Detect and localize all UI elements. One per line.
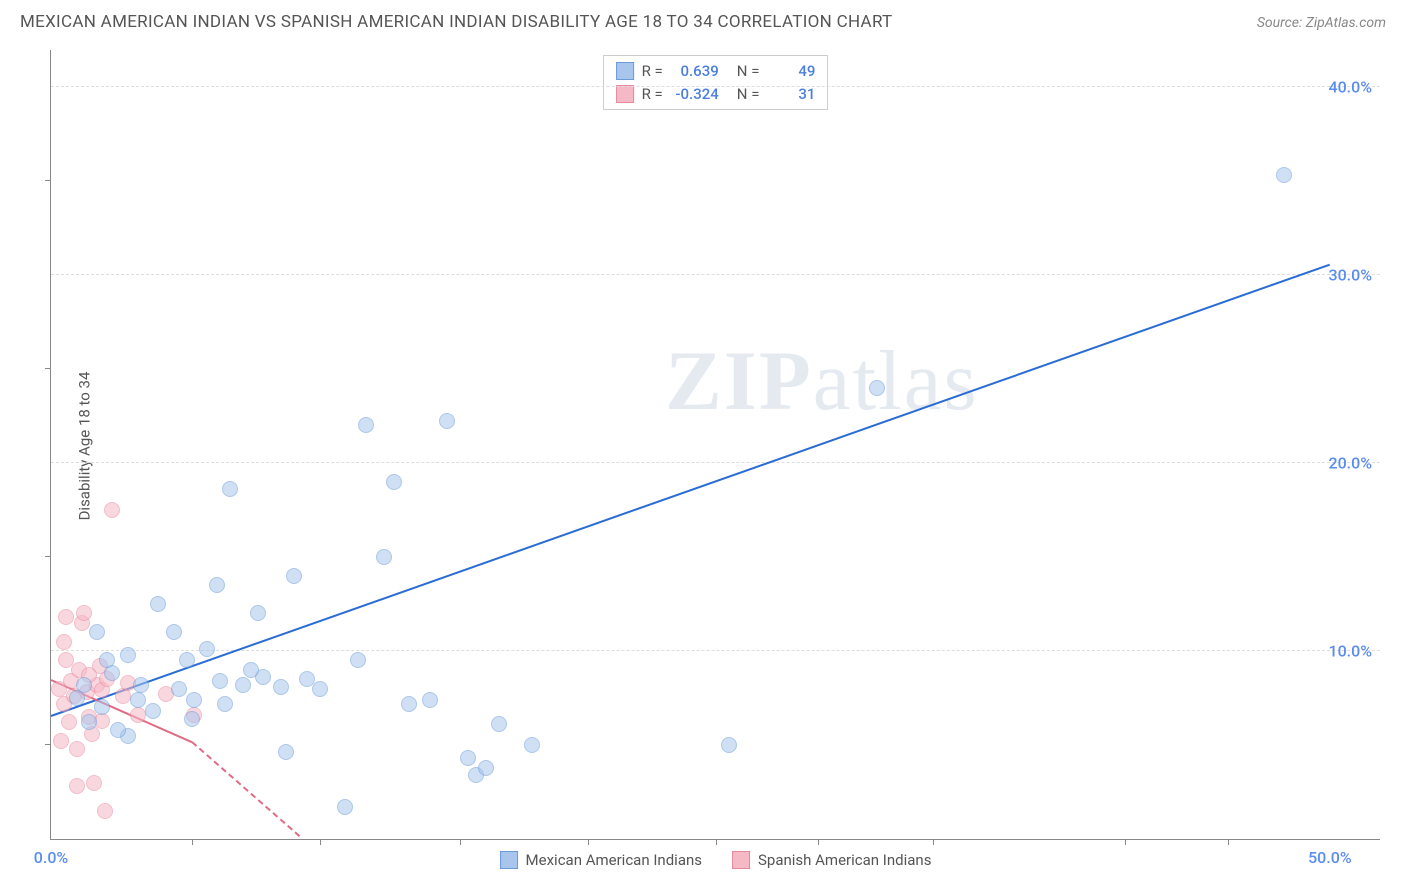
data-point-a: [166, 624, 182, 640]
stats-row-series-a: R = 0.639 N = 49: [616, 60, 816, 83]
data-point-a: [358, 417, 374, 433]
data-point-a: [94, 699, 110, 715]
gridline-h: [51, 650, 1380, 651]
data-point-a: [401, 696, 417, 712]
data-point-a: [439, 413, 455, 429]
data-point-a: [235, 677, 251, 693]
data-point-b: [61, 714, 77, 730]
swatch-series-b: [616, 85, 634, 103]
y-tick-label: 40.0%: [1328, 77, 1372, 96]
gridline-h: [51, 274, 1380, 275]
legend-item-a: Mexican American Indians: [500, 851, 702, 869]
x-tick-label: 50.0%: [1308, 848, 1352, 867]
data-point-a: [120, 647, 136, 663]
x-tick-minor: [716, 839, 717, 845]
data-point-a: [89, 624, 105, 640]
x-tick-minor: [1125, 839, 1126, 845]
gridline-h: [51, 86, 1380, 87]
legend-item-b: Spanish American Indians: [732, 851, 931, 869]
data-point-a: [1276, 167, 1292, 183]
data-point-a: [150, 596, 166, 612]
data-point-b: [76, 605, 92, 621]
data-point-a: [524, 737, 540, 753]
data-point-a: [312, 681, 328, 697]
data-point-a: [133, 677, 149, 693]
data-point-b: [69, 778, 85, 794]
data-point-a: [179, 652, 195, 668]
data-point-a: [209, 577, 225, 593]
y-tick-minor: [45, 180, 51, 181]
data-point-a: [212, 673, 228, 689]
data-point-a: [350, 652, 366, 668]
data-point-a: [171, 681, 187, 697]
y-tick-minor: [45, 744, 51, 745]
data-point-a: [278, 744, 294, 760]
data-point-a: [460, 750, 476, 766]
legend-swatch-b: [732, 851, 750, 869]
data-point-a: [422, 692, 438, 708]
data-point-a: [478, 760, 494, 776]
data-point-a: [286, 568, 302, 584]
legend-swatch-a: [500, 851, 518, 869]
y-tick-label: 30.0%: [1328, 265, 1372, 284]
data-point-a: [243, 662, 259, 678]
watermark-text: ZIPatlas: [665, 332, 978, 430]
data-point-a: [69, 690, 85, 706]
data-point-a: [145, 703, 161, 719]
data-point-a: [130, 692, 146, 708]
x-tick-minor: [933, 839, 934, 845]
data-point-b: [97, 803, 113, 819]
n-value-a: 49: [767, 60, 815, 83]
bottom-legend: Mexican American Indians Spanish America…: [500, 851, 932, 869]
legend-label-b: Spanish American Indians: [758, 851, 931, 869]
scatter-plot-area: ZIPatlas R = 0.639 N = 49 R = -0.324 N =…: [50, 50, 1380, 840]
trend-line-a: [51, 263, 1331, 716]
data-point-a: [222, 481, 238, 497]
data-point-a: [184, 711, 200, 727]
data-point-a: [337, 799, 353, 815]
data-point-b: [56, 634, 72, 650]
data-point-a: [491, 716, 507, 732]
data-point-b: [53, 733, 69, 749]
data-point-b: [130, 707, 146, 723]
y-tick-label: 20.0%: [1328, 453, 1372, 472]
x-tick-minor: [588, 839, 589, 845]
x-tick-minor: [1228, 839, 1229, 845]
r-label: R =: [642, 60, 663, 83]
data-point-a: [273, 679, 289, 695]
y-tick-minor: [45, 368, 51, 369]
data-point-a: [217, 696, 233, 712]
chart-title: MEXICAN AMERICAN INDIAN VS SPANISH AMERI…: [20, 12, 893, 32]
data-point-a: [250, 605, 266, 621]
source-attribution: Source: ZipAtlas.com: [1257, 15, 1386, 31]
data-point-a: [869, 380, 885, 396]
swatch-series-a: [616, 62, 634, 80]
legend-label-a: Mexican American Indians: [526, 851, 702, 869]
r-value-a: 0.639: [671, 60, 719, 83]
data-point-a: [110, 722, 126, 738]
y-tick-minor: [45, 556, 51, 557]
data-point-b: [69, 741, 85, 757]
x-tick-label: 0.0%: [34, 848, 68, 867]
data-point-a: [186, 692, 202, 708]
x-tick-minor: [320, 839, 321, 845]
data-point-a: [386, 474, 402, 490]
data-point-b: [104, 502, 120, 518]
x-tick-minor: [192, 839, 193, 845]
data-point-b: [58, 609, 74, 625]
data-point-a: [721, 737, 737, 753]
data-point-a: [99, 652, 115, 668]
gridline-h: [51, 462, 1380, 463]
x-tick-minor: [460, 839, 461, 845]
y-tick-label: 10.0%: [1328, 641, 1372, 660]
x-tick-minor: [818, 839, 819, 845]
correlation-stats-box: R = 0.639 N = 49 R = -0.324 N = 31: [603, 55, 829, 110]
data-point-b: [86, 775, 102, 791]
data-point-a: [376, 549, 392, 565]
n-label: N =: [737, 60, 760, 83]
data-point-a: [199, 641, 215, 657]
data-point-a: [81, 714, 97, 730]
